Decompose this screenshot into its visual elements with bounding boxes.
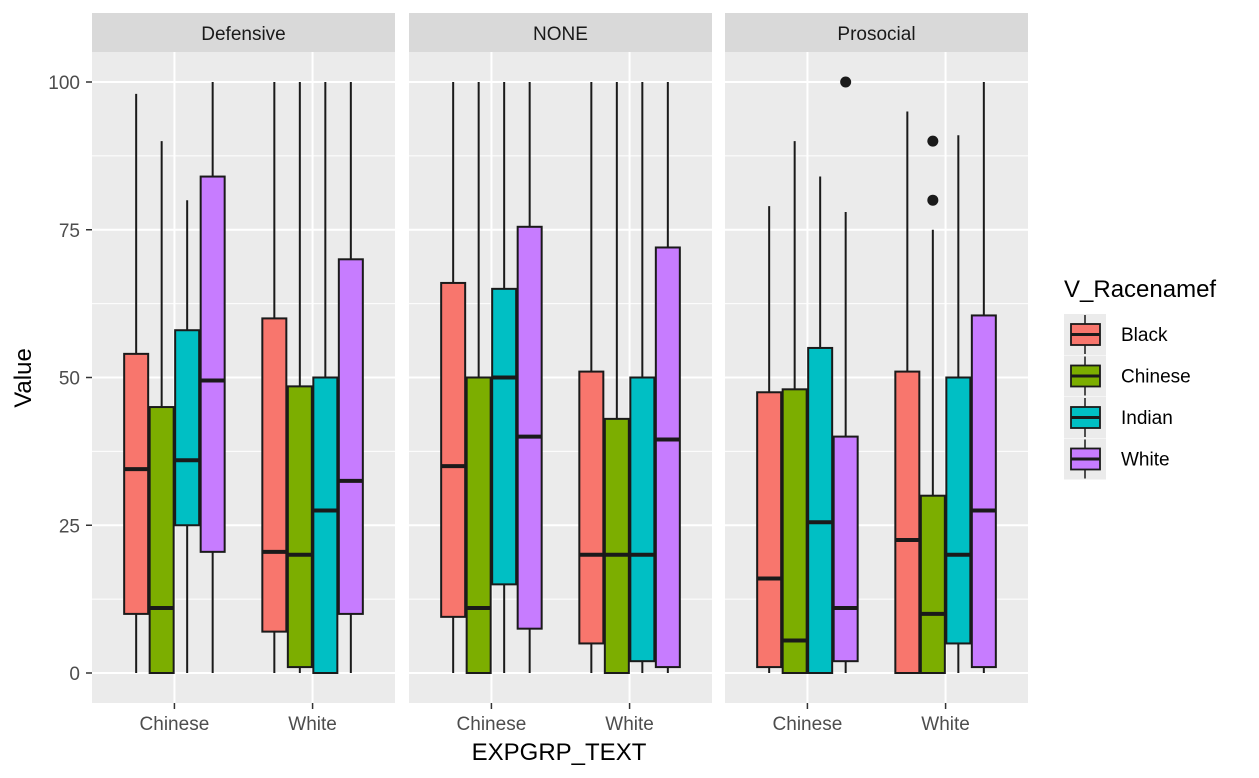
box-chinese bbox=[781, 141, 808, 674]
facet-panel: Defensive Chinese White bbox=[92, 13, 395, 735]
box-body bbox=[970, 314, 997, 669]
box-black bbox=[894, 111, 921, 674]
box-body bbox=[440, 281, 467, 618]
y-axis-title: Value bbox=[10, 348, 37, 408]
box-body bbox=[337, 258, 364, 615]
box-black bbox=[440, 82, 467, 673]
outlier-point bbox=[927, 135, 939, 147]
y-tick-label: 25 bbox=[59, 516, 80, 537]
x-tick-label: Chinese bbox=[457, 714, 527, 735]
box-body bbox=[894, 370, 921, 674]
legend-entry: Black bbox=[1064, 314, 1168, 355]
legend: V_Racenamef Black Chinese Indian White bbox=[1064, 276, 1216, 480]
box-indian bbox=[629, 82, 656, 673]
box-chinese bbox=[286, 82, 313, 673]
x-tick-label: Chinese bbox=[773, 714, 843, 735]
y-tick-label: 100 bbox=[48, 73, 80, 94]
box-indian bbox=[945, 135, 972, 673]
box-body bbox=[832, 435, 859, 663]
facet-panel: Prosocial Chinese White bbox=[725, 13, 1028, 735]
legend-label: Black bbox=[1121, 325, 1168, 346]
box-body bbox=[578, 370, 605, 645]
box-body bbox=[919, 494, 946, 675]
box-chinese bbox=[603, 82, 630, 674]
box-body bbox=[516, 225, 543, 630]
box-body bbox=[312, 376, 339, 674]
box-body bbox=[491, 287, 518, 586]
box-black bbox=[261, 82, 288, 673]
x-tick-label: White bbox=[921, 714, 970, 735]
box-white bbox=[832, 76, 859, 673]
box-black bbox=[756, 206, 783, 673]
box-white bbox=[654, 82, 681, 673]
box-body bbox=[199, 175, 226, 553]
box-indian bbox=[312, 82, 339, 674]
box-black bbox=[123, 93, 150, 673]
facet-strip bbox=[92, 13, 395, 52]
x-axis-title: EXPGRP_TEXT bbox=[472, 739, 647, 766]
legend-entry: White bbox=[1064, 438, 1170, 480]
y-tick-label: 50 bbox=[59, 369, 80, 390]
box-white bbox=[516, 82, 543, 673]
outlier-point bbox=[927, 194, 939, 206]
box-body bbox=[174, 329, 201, 527]
box-body bbox=[286, 385, 313, 669]
legend-label: Chinese bbox=[1121, 367, 1191, 388]
legend-title: V_Racenamef bbox=[1064, 276, 1216, 303]
facet-strip bbox=[409, 13, 712, 52]
x-tick-label: Chinese bbox=[140, 714, 210, 735]
box-body bbox=[654, 246, 681, 669]
box-chinese bbox=[465, 82, 492, 674]
legend-label: White bbox=[1121, 450, 1170, 471]
facet-strip-label: NONE bbox=[533, 24, 588, 45]
box-indian bbox=[491, 82, 518, 673]
box-body bbox=[945, 376, 972, 645]
box-white bbox=[970, 82, 997, 673]
box-indian bbox=[807, 176, 834, 674]
box-body bbox=[756, 391, 783, 669]
legend-entry: Indian bbox=[1064, 397, 1173, 438]
box-body bbox=[807, 346, 834, 674]
box-white bbox=[199, 82, 226, 673]
box-body bbox=[148, 406, 175, 674]
x-tick-label: White bbox=[288, 714, 337, 735]
x-tick-label: White bbox=[605, 714, 654, 735]
box-indian bbox=[174, 200, 201, 673]
box-black bbox=[578, 82, 605, 673]
box-body bbox=[465, 376, 492, 674]
y-tick-label: 0 bbox=[69, 664, 80, 685]
outlier-point bbox=[840, 76, 852, 88]
y-axis: 0 25 50 75 100 bbox=[48, 73, 92, 685]
facet-strip bbox=[725, 13, 1028, 52]
box-body bbox=[781, 388, 808, 674]
legend-entry: Chinese bbox=[1064, 355, 1191, 397]
facet-strip-label: Prosocial bbox=[837, 24, 915, 45]
facet-panel: NONE Chinese White bbox=[409, 13, 712, 735]
y-tick-label: 75 bbox=[59, 221, 80, 242]
box-chinese bbox=[148, 141, 175, 674]
box-body bbox=[603, 417, 630, 674]
box-body bbox=[123, 352, 150, 615]
facet-strip-label: Defensive bbox=[201, 24, 286, 45]
box-chinese bbox=[919, 135, 946, 675]
box-white bbox=[337, 82, 364, 673]
box-body bbox=[261, 317, 288, 633]
legend-label: Indian bbox=[1121, 408, 1173, 429]
box-body bbox=[629, 376, 656, 663]
